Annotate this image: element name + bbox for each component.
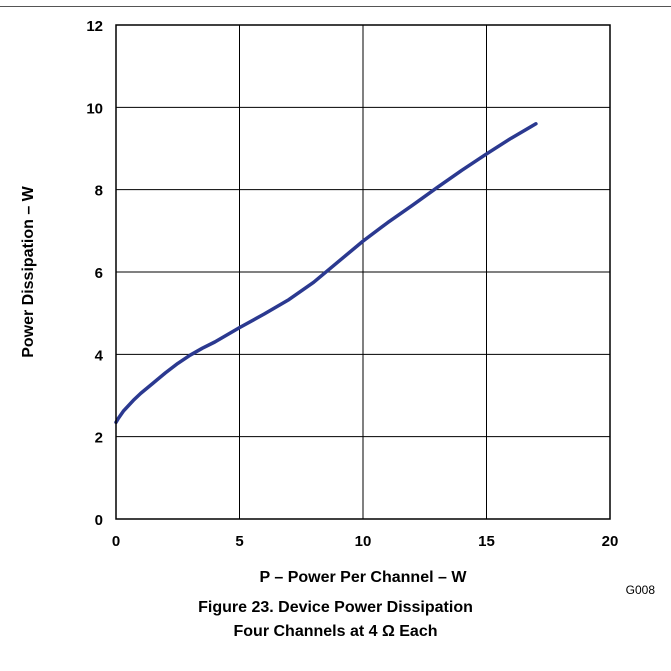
caption-line-2: Four Channels at 4 Ω Each: [233, 623, 438, 640]
y-tick-label: 6: [95, 265, 103, 282]
y-tick-label: 8: [95, 183, 103, 200]
caption-line-1: Figure 23. Device Power Dissipation: [198, 599, 473, 616]
y-tick-label: 10: [86, 100, 103, 117]
plot-frame: [115, 24, 611, 520]
top-rule: [0, 6, 671, 7]
figure-code: G008: [626, 583, 656, 597]
x-tick-label: 5: [235, 533, 243, 550]
x-tick-label: 15: [478, 533, 495, 550]
chart-series: [114, 122, 538, 425]
x-tick-label: 10: [355, 533, 372, 550]
x-axis-label: P – Power Per Channel – W: [260, 569, 468, 586]
power-dissipation-chart: 0 5 10 15 20 0 2 4 6 8 10 12 P – Power Per Channel …: [20, 18, 656, 597]
y-tick-label: 12: [86, 18, 103, 35]
y-tick-label: 2: [95, 430, 103, 447]
y-tick-label: 0: [95, 512, 103, 529]
chart-tick-labels: 0 5 10 15 20 0 2 4 6 8 10 12: [86, 18, 618, 550]
chart-grid: [115, 24, 611, 520]
series-line-0: [114, 122, 538, 425]
x-tick-label: 20: [602, 533, 619, 550]
x-tick-label: 0: [112, 533, 120, 550]
y-axis-label: Power Dissipation – W: [20, 185, 37, 357]
y-tick-label: 4: [95, 347, 104, 364]
